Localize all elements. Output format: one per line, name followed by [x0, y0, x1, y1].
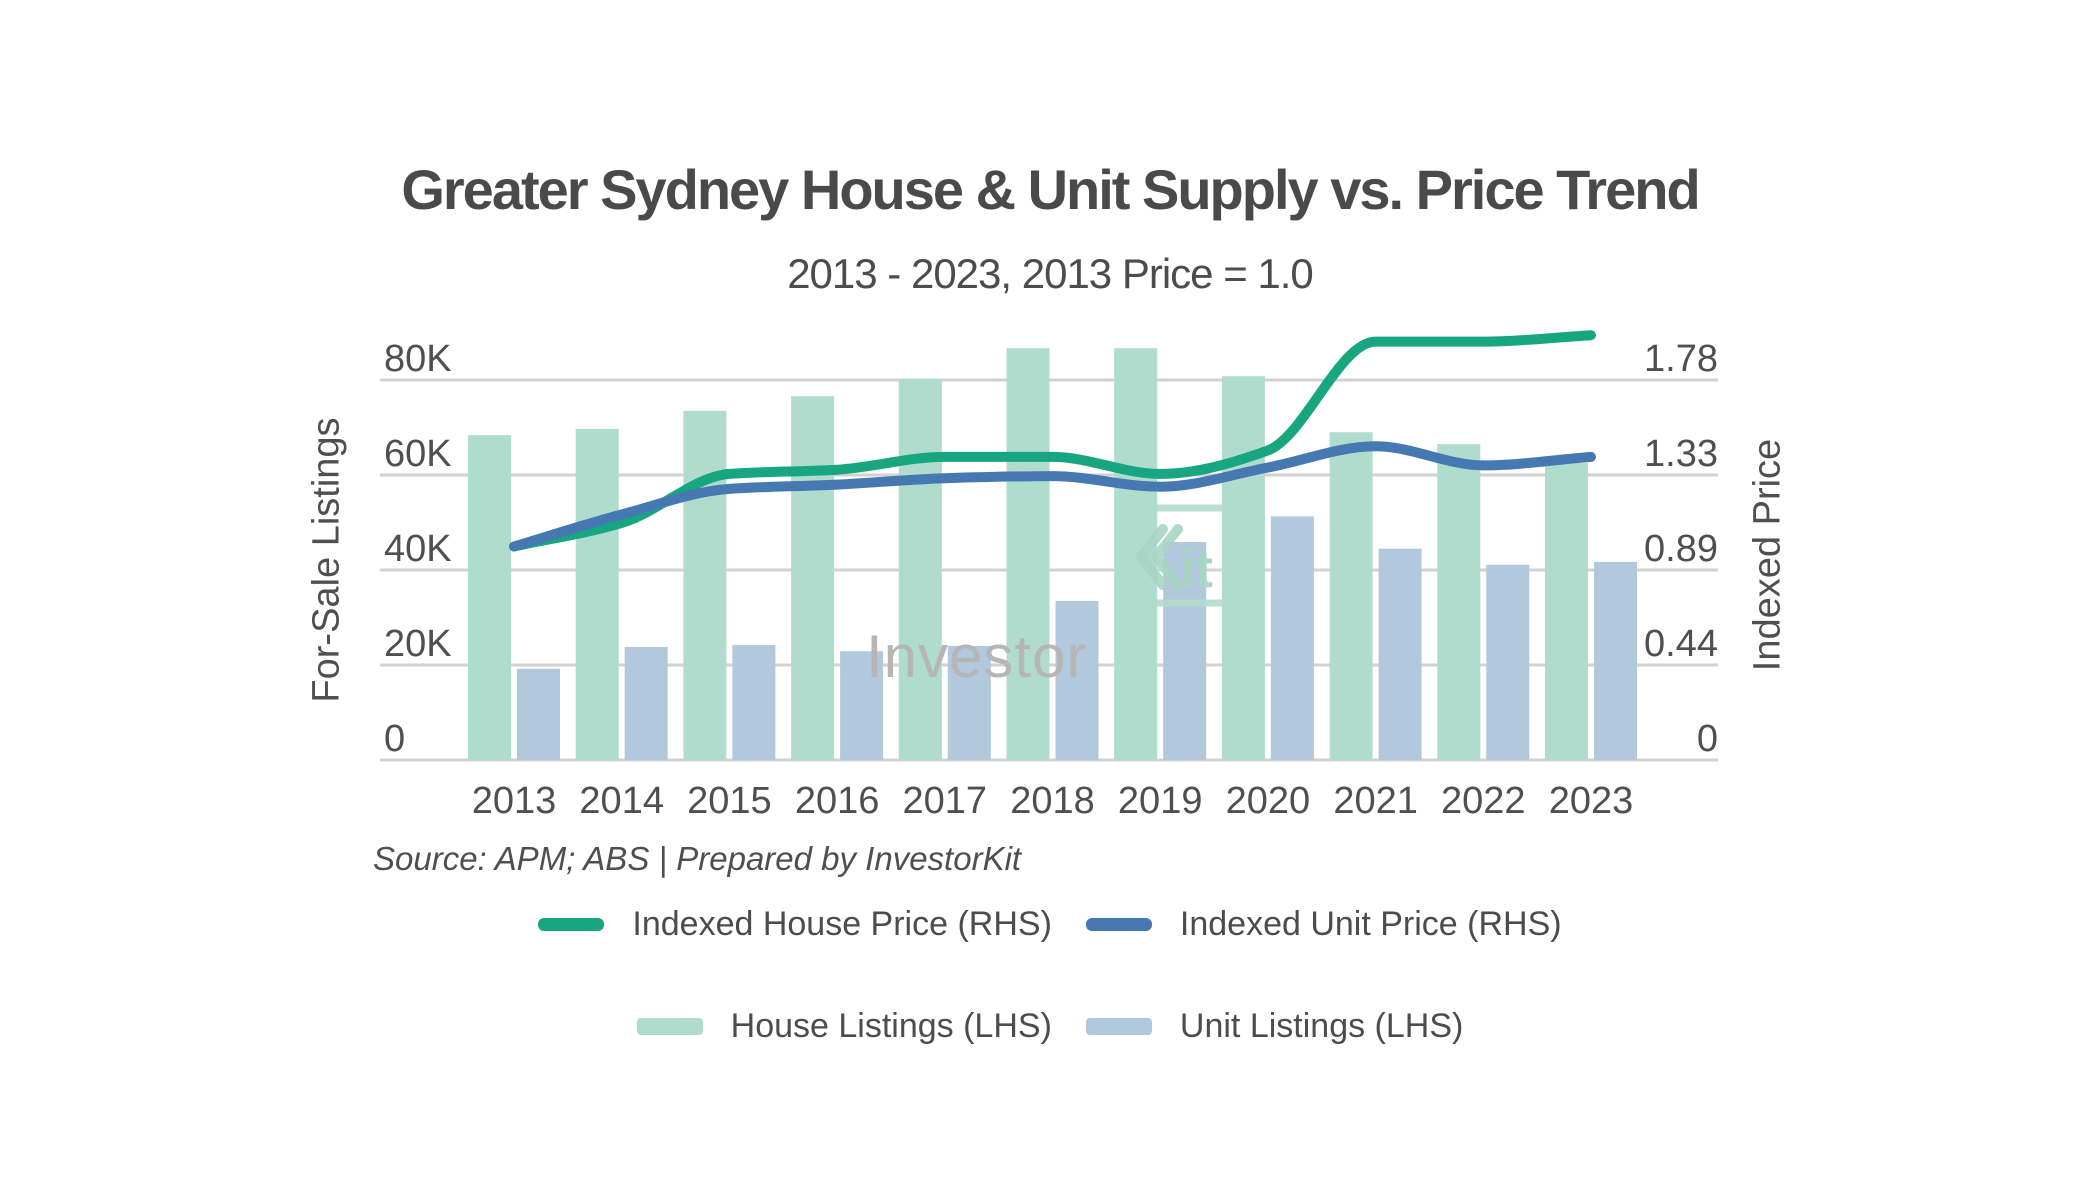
- x-axis-tick-label-2016: 2016: [795, 780, 880, 822]
- house-listings-bar-2020: [1221, 376, 1265, 760]
- x-axis-tick-label-2015: 2015: [687, 780, 772, 822]
- x-axis-tick-label-2020: 2020: [1226, 780, 1311, 822]
- left-axis-tick-label: 60K: [384, 433, 452, 475]
- x-axis-tick-label-2013: 2013: [472, 780, 557, 822]
- x-axis-tick-label-2022: 2022: [1441, 780, 1526, 822]
- right-axis-tick-label: 1.33: [1644, 433, 1718, 475]
- unit-listings-bar-2021: [1378, 548, 1422, 760]
- house-listings-bar-2018: [1006, 348, 1050, 760]
- unit-listings-bar-2018: [1055, 600, 1099, 760]
- right-axis-tick-label: 0: [1697, 718, 1718, 760]
- legend-item-unit-listings: Unit Listings (LHS): [1085, 1006, 1464, 1046]
- legend-swatch-unit-price: [1085, 917, 1152, 931]
- legend-swatch-house-price: [538, 917, 605, 931]
- legend-item-indexed-unit-price: Indexed Unit Price (RHS): [1085, 904, 1562, 944]
- house-listings-bar-2013: [468, 435, 511, 760]
- legend-swatch-house-listings: [636, 1017, 703, 1035]
- unit-listings-bar-2023: [1594, 561, 1637, 760]
- x-axis-tick-label-2017: 2017: [903, 780, 988, 822]
- unit-listings-bar-2022: [1486, 564, 1530, 760]
- legend-label-unit-price: Indexed Unit Price (RHS): [1179, 904, 1562, 943]
- legend-label-house-price: Indexed House Price (RHS): [632, 904, 1052, 943]
- legend-label-unit-listings: Unit Listings (LHS): [1179, 1006, 1464, 1045]
- house-listings-bar-2016: [791, 396, 835, 760]
- x-axis-tick-label-2023: 2023: [1549, 780, 1634, 822]
- left-axis-tick-label: 20K: [384, 623, 452, 665]
- x-axis-tick-label-2021: 2021: [1333, 780, 1418, 822]
- right-axis-tick-label: 1.78: [1644, 338, 1718, 380]
- unit-listings-bar-2019: [1163, 541, 1207, 760]
- right-axis-tick-label: 0.44: [1644, 623, 1718, 665]
- legend-swatch-unit-listings: [1085, 1017, 1152, 1035]
- source-note: Source: APM; ABS | Prepared by InvestorK…: [373, 840, 1022, 877]
- house-listings-bar-2021: [1329, 432, 1373, 760]
- chart-title: Greater Sydney House & Unit Supply vs. P…: [401, 158, 1700, 221]
- indexed-unit-price-line: [509, 441, 1596, 552]
- left-axis-tick-label: 80K: [384, 338, 452, 380]
- unit-listings-bar-2017: [947, 646, 991, 760]
- house-listings-bar-2017: [898, 379, 942, 760]
- unit-listings-bar-2020: [1270, 516, 1314, 760]
- house-listings-bar-2019: [1114, 348, 1158, 760]
- right-axis-tick-label: 0.89: [1644, 528, 1718, 570]
- house-listings-bar-2022: [1437, 444, 1481, 760]
- unit-listings-bar-2014: [624, 646, 668, 760]
- chart-subtitle: 2013 - 2023, 2013 Price = 1.0: [787, 250, 1314, 297]
- indexed-house-price-line: [509, 330, 1596, 552]
- x-axis-tick-label-2018: 2018: [1010, 780, 1095, 822]
- left-axis-tick-label: 40K: [384, 528, 452, 570]
- legend-item-house-listings: House Listings (LHS): [636, 1006, 1052, 1046]
- legend-row-listings: House Listings (LHS) Unit Listings (LHS): [0, 1004, 2100, 1048]
- house-listings-bar-2023: [1545, 463, 1588, 760]
- x-axis-tick-label-2014: 2014: [579, 780, 664, 822]
- legend-item-indexed-house-price: Indexed House Price (RHS): [538, 905, 1052, 944]
- unit-listings-bar-2013: [517, 668, 560, 760]
- unit-listings-bar-2015: [732, 645, 776, 760]
- legend-label-house-listings: House Listings (LHS): [730, 1006, 1052, 1045]
- unit-listings-bar-2016: [840, 651, 884, 760]
- x-axis-tick-label-2019: 2019: [1118, 780, 1203, 822]
- left-axis-tick-label: 0: [384, 718, 405, 760]
- house-listings-bar-2014: [575, 428, 619, 760]
- legend-row-prices: Indexed House Price (RHS) Indexed Unit P…: [0, 902, 2100, 946]
- house-listings-bar-2015: [683, 410, 727, 760]
